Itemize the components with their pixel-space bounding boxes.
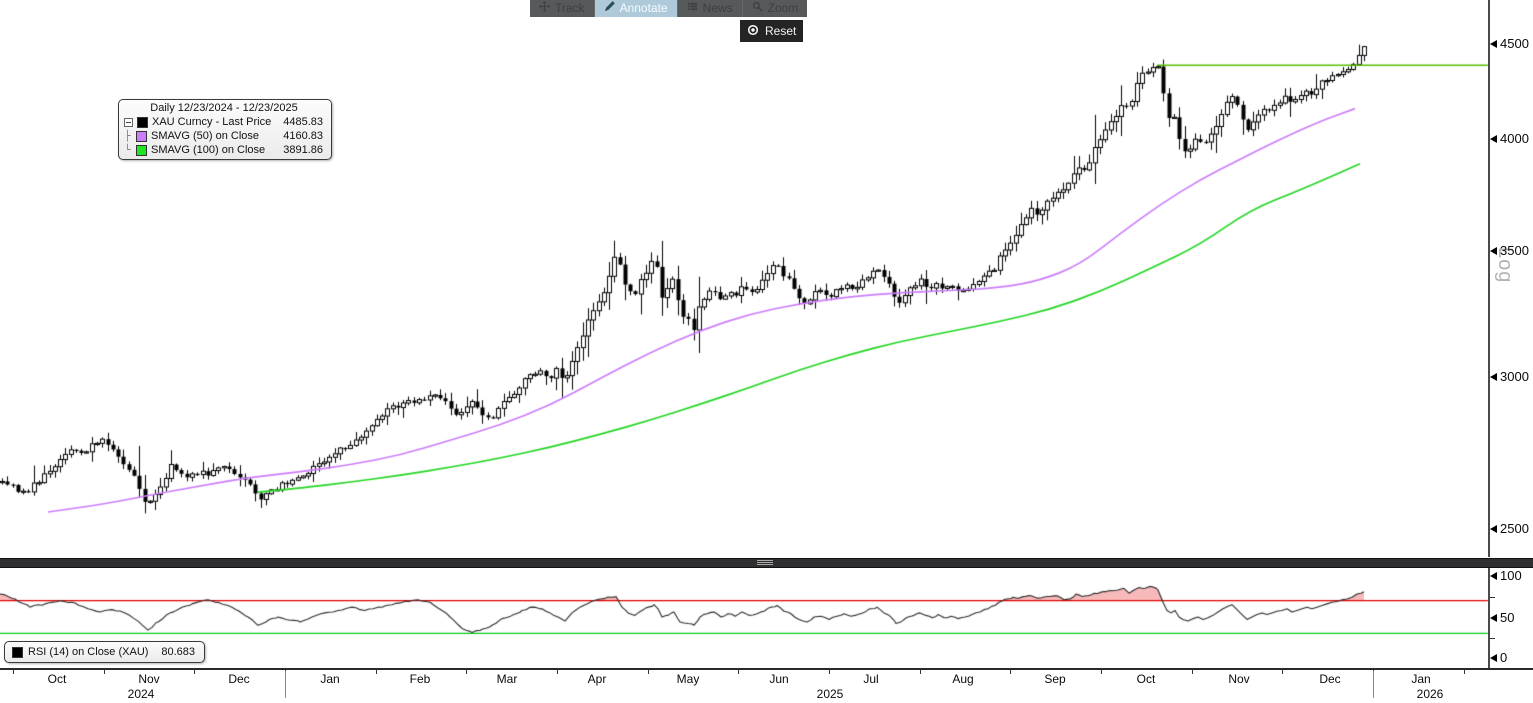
main-right-axis-line — [1488, 0, 1490, 557]
x-axis-month-label: Aug — [952, 672, 974, 686]
legend-title: Daily 12/23/2024 - 12/23/2025 — [150, 102, 298, 114]
rsi-axis-tick-100: 100 — [1500, 568, 1522, 583]
rsi-series-swatch-icon — [12, 646, 23, 658]
legend-series-row: ├ SMAVG (50) on Close 4160.83 — [124, 130, 323, 142]
x-axis-month-label: May — [676, 672, 700, 686]
x-axis-year-separator — [285, 671, 286, 698]
magnifier-icon — [752, 0, 763, 17]
rsi-legend-value: 80.683 — [161, 646, 195, 658]
toolbar-button-news[interactable]: News — [678, 0, 743, 17]
series-value: 4160.83 — [283, 130, 323, 142]
rsi-axis-tick-0: 0 — [1500, 650, 1508, 665]
x-axis-month-tick — [648, 669, 649, 674]
rsi-right-axis-line — [1488, 568, 1490, 668]
legend-series-row: └ SMAVG (100) on Close 3891.86 — [124, 144, 323, 156]
x-axis-month-tick — [1192, 669, 1193, 674]
x-axis-year-label: 2025 — [816, 687, 844, 701]
y-axis-tick-3500: 3500 — [1500, 243, 1529, 258]
x-axis-month-label: Nov — [1228, 672, 1250, 686]
x-axis-month-tick — [557, 669, 558, 674]
toolbar-button-zoom[interactable]: Zoom — [743, 0, 808, 17]
x-axis-year-label: 2024 — [127, 687, 155, 701]
series-label: XAU Curncy - Last Price — [152, 116, 272, 128]
rsi-minor-tick — [1490, 597, 1495, 598]
log-scale-label[interactable]: Log — [1494, 247, 1516, 284]
series-swatch-icon — [136, 130, 147, 142]
x-axis-line — [0, 668, 1533, 670]
series-value: 4485.83 — [283, 116, 323, 128]
rsi-legend-label: RSI (14) on Close (XAU) — [28, 646, 149, 658]
news-icon — [687, 0, 698, 17]
x-axis-month-tick — [829, 669, 830, 674]
reset-target-icon — [747, 24, 759, 39]
x-axis-month-tick — [376, 669, 377, 674]
x-axis-month-label: Oct — [1136, 672, 1156, 686]
toolbar-button-annotate[interactable]: Annotate — [594, 0, 678, 17]
move-icon — [539, 0, 550, 17]
series-value: 3891.86 — [283, 144, 323, 156]
x-axis-month-label: Jan — [1411, 672, 1431, 686]
pencil-icon — [604, 0, 615, 17]
tick-arrow-icon — [1490, 572, 1497, 580]
legend-series-row: XAU Curncy - Last Price 4485.83 — [123, 115, 325, 129]
series-label: SMAVG (100) on Close — [151, 144, 266, 156]
x-axis-month-label: Dec — [228, 672, 250, 686]
series-swatch-icon — [136, 144, 147, 156]
rsi-legend-box[interactable]: RSI (14) on Close (XAU) 80.683 — [4, 641, 205, 663]
x-axis-month-tick — [466, 669, 467, 674]
x-axis-month-label: Jun — [769, 672, 789, 686]
rsi-minor-tick — [1490, 638, 1495, 639]
chart-toolbar: Track Annotate News Zoom — [530, 0, 808, 17]
x-axis-month-label: Dec — [1319, 672, 1341, 686]
tick-arrow-icon — [1490, 135, 1497, 143]
toolbar-button-track[interactable]: Track — [530, 0, 595, 17]
x-axis-year-separator — [1373, 671, 1374, 698]
x-axis-year-label: 2026 — [1416, 687, 1444, 701]
legend-expander-icon[interactable] — [124, 117, 133, 127]
tick-arrow-icon — [1490, 654, 1497, 662]
x-axis-month-tick — [1101, 669, 1102, 674]
x-axis-month-label: Sep — [1044, 672, 1066, 686]
tick-arrow-icon — [1490, 373, 1497, 381]
panel-divider-grip-icon[interactable] — [757, 560, 773, 566]
tick-arrow-icon — [1490, 614, 1497, 622]
rsi-axis-tick-50: 50 — [1500, 610, 1515, 625]
x-axis-month-tick — [920, 669, 921, 674]
x-axis-month-tick — [194, 669, 195, 674]
series-label: SMAVG (50) on Close — [151, 130, 260, 142]
price-legend-box[interactable]: Daily 12/23/2024 - 12/23/2025 XAU Curncy… — [118, 99, 332, 160]
x-axis-month-tick — [1282, 669, 1283, 674]
x-axis-month-tick — [104, 669, 105, 674]
x-axis-month-label: Feb — [409, 672, 431, 686]
x-axis-month-label: Jan — [320, 672, 340, 686]
y-axis-tick-4000: 4000 — [1500, 131, 1529, 146]
x-axis-month-tick — [1010, 669, 1011, 674]
x-axis-month-label: Mar — [496, 672, 518, 686]
x-axis-month-tick — [13, 669, 14, 674]
y-axis-tick-4500: 4500 — [1500, 36, 1529, 51]
x-axis-month-label: Jul — [863, 672, 879, 686]
x-axis-month-tick — [738, 669, 739, 674]
tick-arrow-icon — [1490, 40, 1497, 48]
tick-arrow-icon — [1490, 247, 1497, 255]
y-axis-tick-3000: 3000 — [1500, 369, 1529, 384]
y-axis-tick-2500: 2500 — [1500, 521, 1529, 536]
x-axis-month-label: Nov — [138, 672, 160, 686]
reset-button[interactable]: Reset — [740, 20, 803, 42]
x-axis-month-tick — [1464, 669, 1465, 674]
reset-button-label: Reset — [765, 24, 797, 38]
x-axis-month-label: Oct — [47, 672, 67, 686]
series-swatch-icon — [137, 116, 148, 128]
tick-arrow-icon — [1490, 525, 1497, 533]
x-axis-month-label: Apr — [587, 672, 607, 686]
